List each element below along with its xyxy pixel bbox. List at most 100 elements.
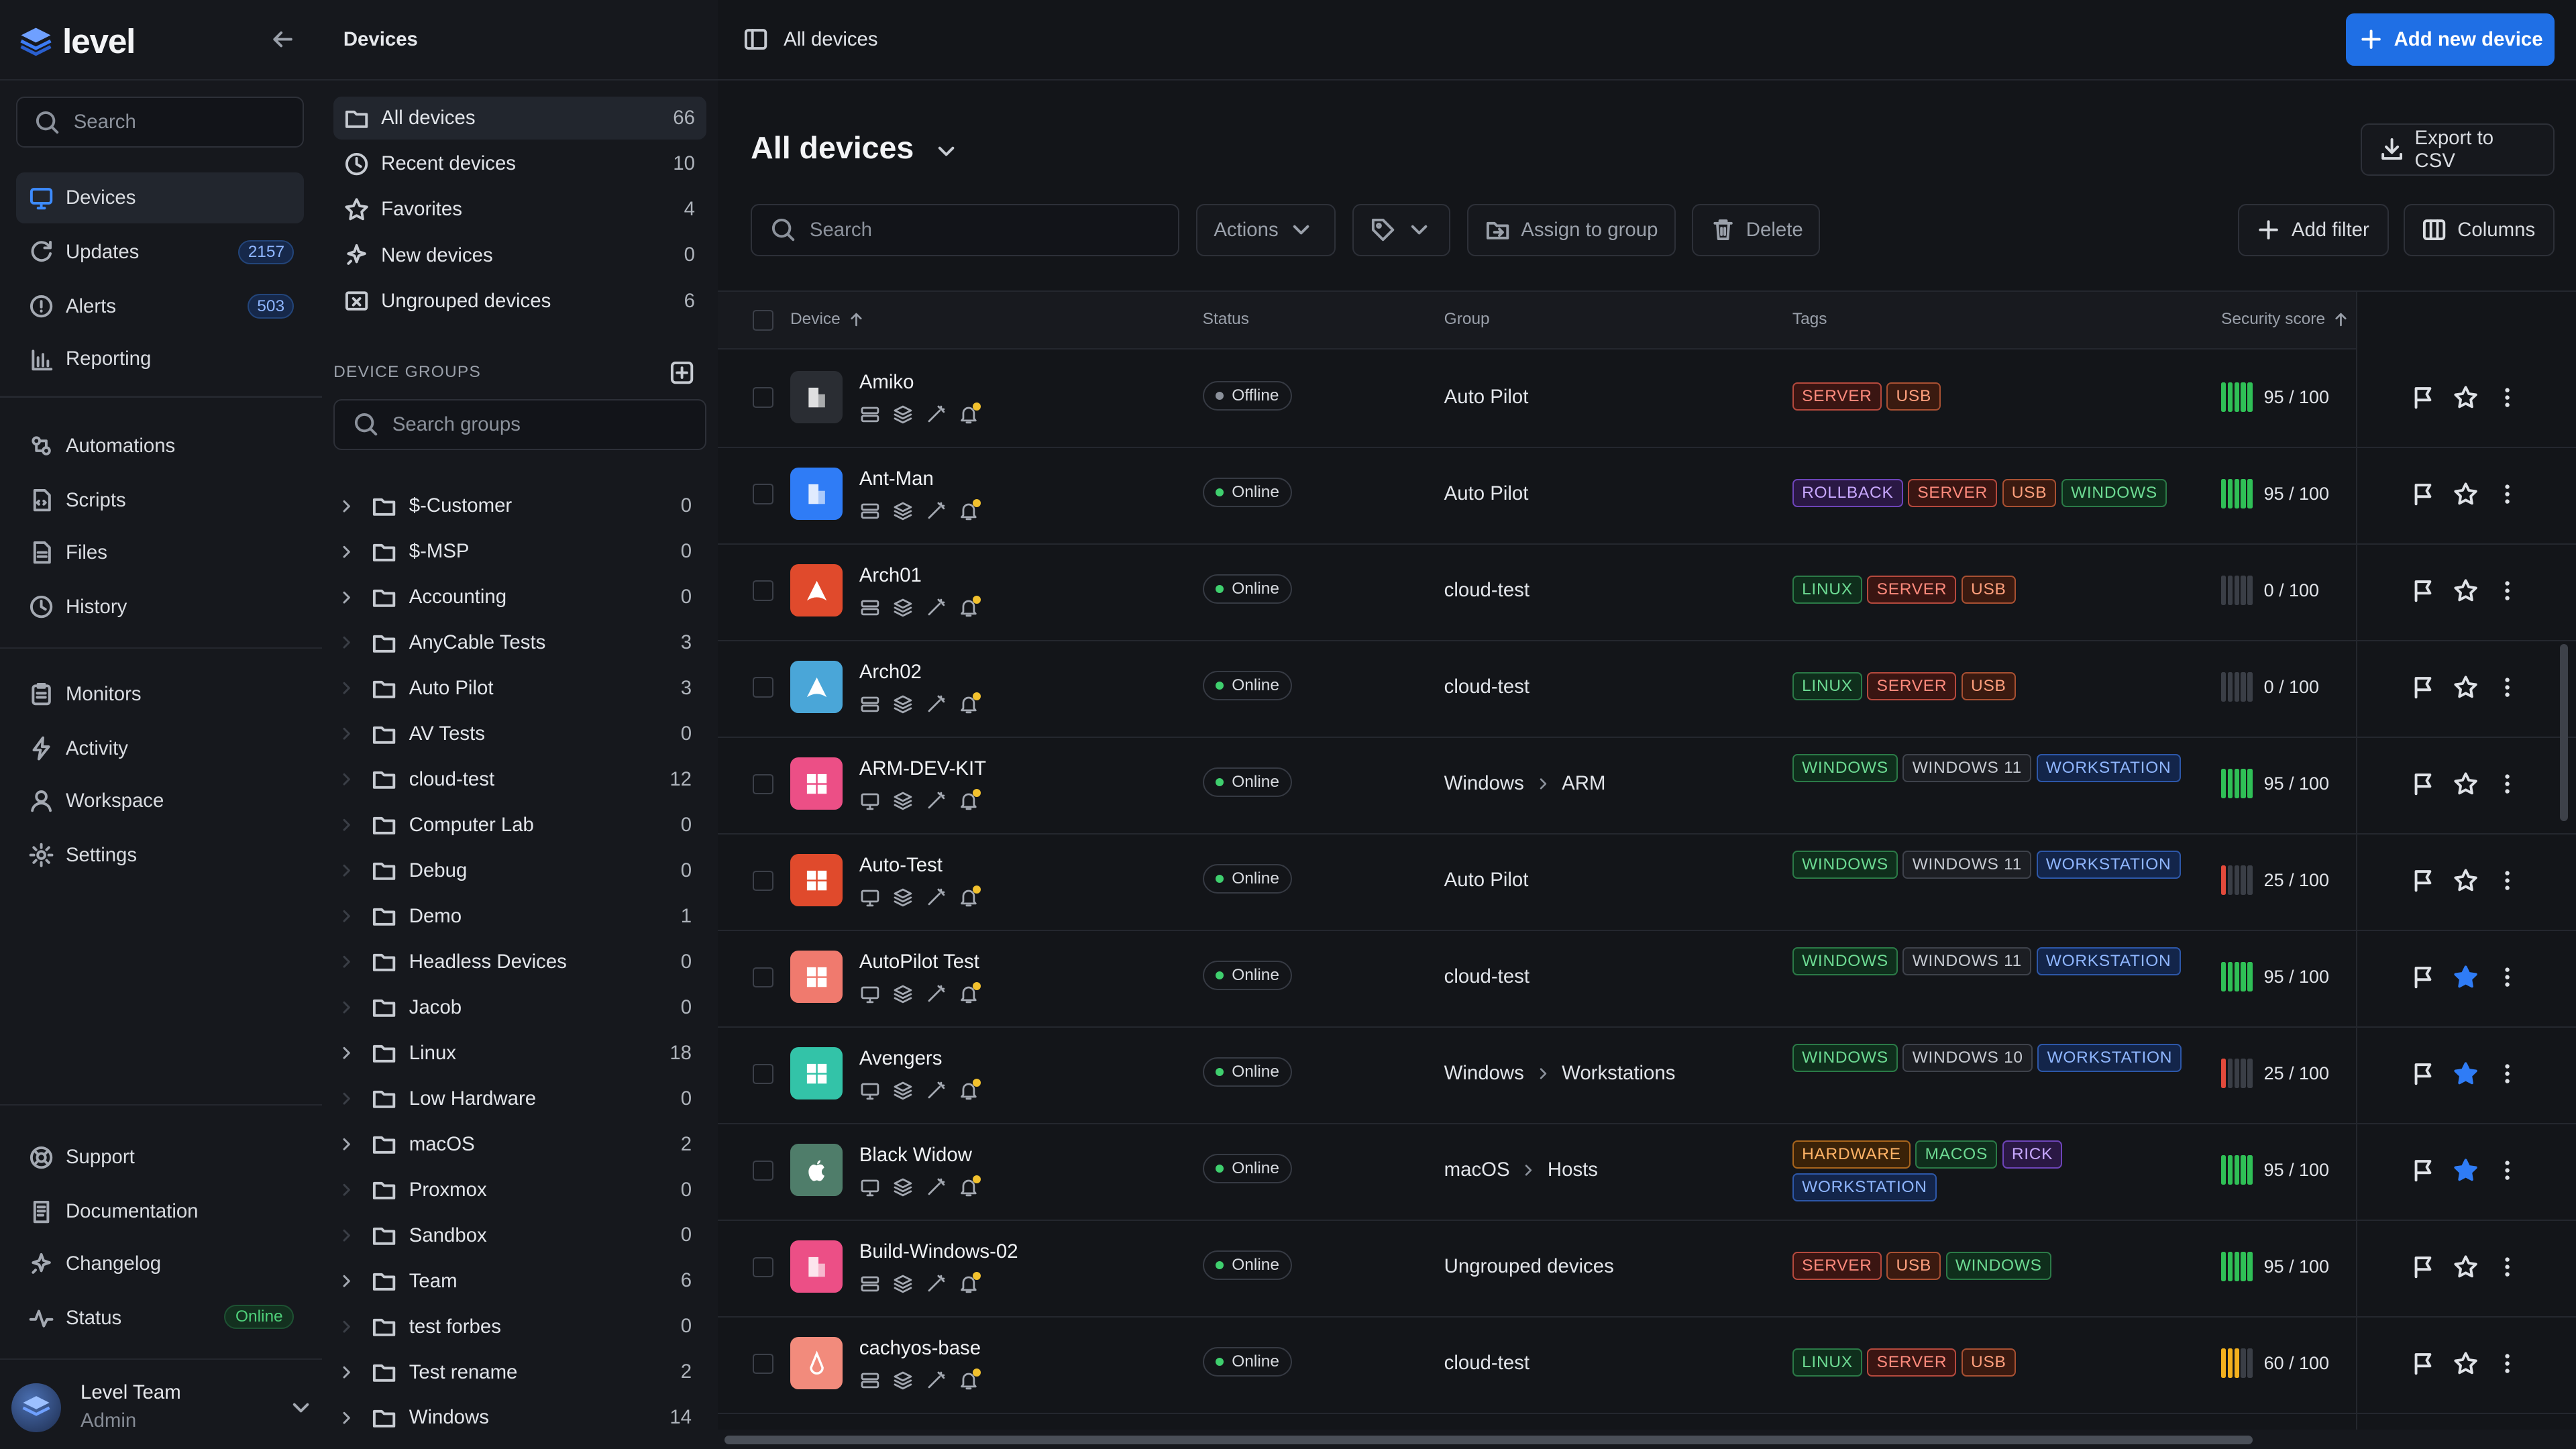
tag-badge[interactable]: ROLLBACK [1792,479,1903,507]
vertical-scrollbar[interactable] [2559,643,2568,822]
nav-search-input[interactable]: Search [16,97,305,148]
group-path-segment[interactable]: macOS [1444,1159,1510,1181]
device-name[interactable]: Build-Windows-02 [859,1240,1018,1263]
more-vertical-icon[interactable] [2494,867,2520,894]
wand-icon[interactable] [925,1370,947,1391]
tag-badge[interactable]: LINUX [1792,576,1863,604]
star-icon[interactable] [2453,1061,2479,1087]
chevron-right-icon[interactable] [337,1043,356,1063]
bell-icon[interactable] [958,692,981,715]
group-path-segment[interactable]: Auto Pilot [1444,386,1529,409]
tag-badge[interactable]: WINDOWS [1792,947,1898,975]
tag-badge[interactable]: MACOS [1915,1140,1998,1169]
row-checkbox[interactable] [752,484,773,505]
bell-icon[interactable] [958,1078,981,1102]
group-item[interactable]: Jacob 0 [322,986,718,1029]
tag-badge[interactable]: SERVER [1867,1348,1957,1377]
tag-badge[interactable]: WORKSTATION [2036,947,2181,975]
chevron-right-icon[interactable] [337,1134,356,1154]
column-status[interactable]: Status [1203,310,1249,329]
table-row[interactable]: AutoPilot Test Online cloud-test WINDOWS WIN… [718,929,2576,1028]
layers-icon[interactable] [892,790,914,812]
group-path-segment[interactable]: cloud-test [1444,676,1530,698]
tag-badge[interactable]: WINDOWS [1792,1044,1898,1072]
more-vertical-icon[interactable] [2494,1254,2520,1280]
device-name[interactable]: Amiko [859,371,914,393]
export-csv-button[interactable]: Export to CSV [2361,123,2555,176]
nav-item-settings[interactable]: Settings [16,830,304,881]
chevron-right-icon[interactable] [337,1271,356,1291]
more-vertical-icon[interactable] [2494,384,2520,411]
nav-item-support[interactable]: Support [16,1132,304,1183]
star-icon[interactable] [2453,384,2479,411]
layers-icon[interactable] [892,887,914,908]
more-vertical-icon[interactable] [2494,1061,2520,1087]
group-item[interactable]: Sandbox 0 [322,1214,718,1257]
bell-icon[interactable] [958,595,981,619]
group-path-segment[interactable]: cloud-test [1444,579,1530,602]
star-icon[interactable] [2453,964,2479,990]
flag-icon[interactable] [2410,771,2436,797]
column-group[interactable]: Group [1444,310,1490,329]
bell-icon[interactable] [958,1271,981,1295]
row-checkbox[interactable] [752,870,773,892]
star-icon[interactable] [2453,481,2479,507]
more-vertical-icon[interactable] [2494,964,2520,990]
nav-item-files[interactable]: Files [16,527,304,578]
table-row[interactable]: cachyos-base Online cloud-test LINUX SERVER U… [718,1316,2576,1414]
wand-icon[interactable] [925,790,947,812]
group-item[interactable]: Accounting 0 [322,576,718,619]
wand-icon[interactable] [925,983,947,1005]
group-search-input[interactable]: Search groups [333,399,707,450]
wand-icon[interactable] [925,1273,947,1295]
server-rack-icon[interactable] [859,597,881,619]
server-rack-icon[interactable] [859,500,881,522]
star-icon[interactable] [2453,578,2479,604]
star-icon[interactable] [2453,1350,2479,1377]
group-item[interactable]: AnyCable Tests 3 [322,621,718,664]
column-tags[interactable]: Tags [1792,310,1827,329]
chevron-right-icon[interactable] [337,1408,356,1428]
nav-item-documentation[interactable]: Documentation [16,1186,304,1237]
tag-badge[interactable]: WORKSTATION [2036,754,2181,782]
bell-icon[interactable] [958,788,981,812]
group-item[interactable]: Auto Pilot 3 [322,667,718,710]
group-path-segment[interactable]: Auto Pilot [1444,869,1529,892]
device-name[interactable]: cachyos-base [859,1337,981,1360]
quick-filter-ungrouped-devices[interactable]: Ungrouped devices 6 [333,280,706,323]
nav-item-alerts[interactable]: Alerts 503 [16,281,304,332]
tag-badge[interactable]: WINDOWS 11 [1902,947,2032,975]
table-row[interactable]: Ant-Man Online Auto Pilot ROLLBACK SERVER USB… [718,446,2576,545]
nav-item-changelog[interactable]: Changelog [16,1239,304,1290]
bell-icon[interactable] [958,1368,981,1391]
row-checkbox[interactable] [752,387,773,409]
add-group-icon[interactable] [669,360,695,386]
delete-button[interactable]: Delete [1692,203,1821,257]
more-vertical-icon[interactable] [2494,578,2520,604]
device-name[interactable]: Arch02 [859,661,922,683]
group-item[interactable]: Debug 0 [322,849,718,892]
star-icon[interactable] [2453,867,2479,894]
tag-badge[interactable]: USB [2002,479,2057,507]
brand-logo[interactable]: level [19,19,136,62]
chevron-right-icon[interactable] [337,542,356,561]
tag-badge[interactable]: USB [1961,576,2016,604]
group-item[interactable]: Team 6 [322,1260,718,1303]
star-icon[interactable] [2453,771,2479,797]
server-rack-icon[interactable] [859,694,881,715]
layers-icon[interactable] [892,597,914,619]
layers-icon[interactable] [892,500,914,522]
column-device[interactable]: Device [790,310,865,329]
group-path-segment[interactable]: cloud-test [1444,965,1530,988]
group-path-segment[interactable]: Windows [1444,772,1524,795]
row-checkbox[interactable] [752,1063,773,1085]
star-icon[interactable] [2453,1254,2479,1280]
nav-item-reporting[interactable]: Reporting [16,333,304,384]
collapse-sidebar-icon[interactable] [270,26,296,52]
desktop-icon[interactable] [859,1080,881,1102]
nav-item-history[interactable]: History [16,582,304,633]
row-checkbox[interactable] [752,1256,773,1278]
horizontal-scrollbar-track[interactable] [718,1429,2576,1449]
group-item[interactable]: cloud-test 12 [322,758,718,801]
nav-item-status[interactable]: Status Online [16,1293,304,1344]
